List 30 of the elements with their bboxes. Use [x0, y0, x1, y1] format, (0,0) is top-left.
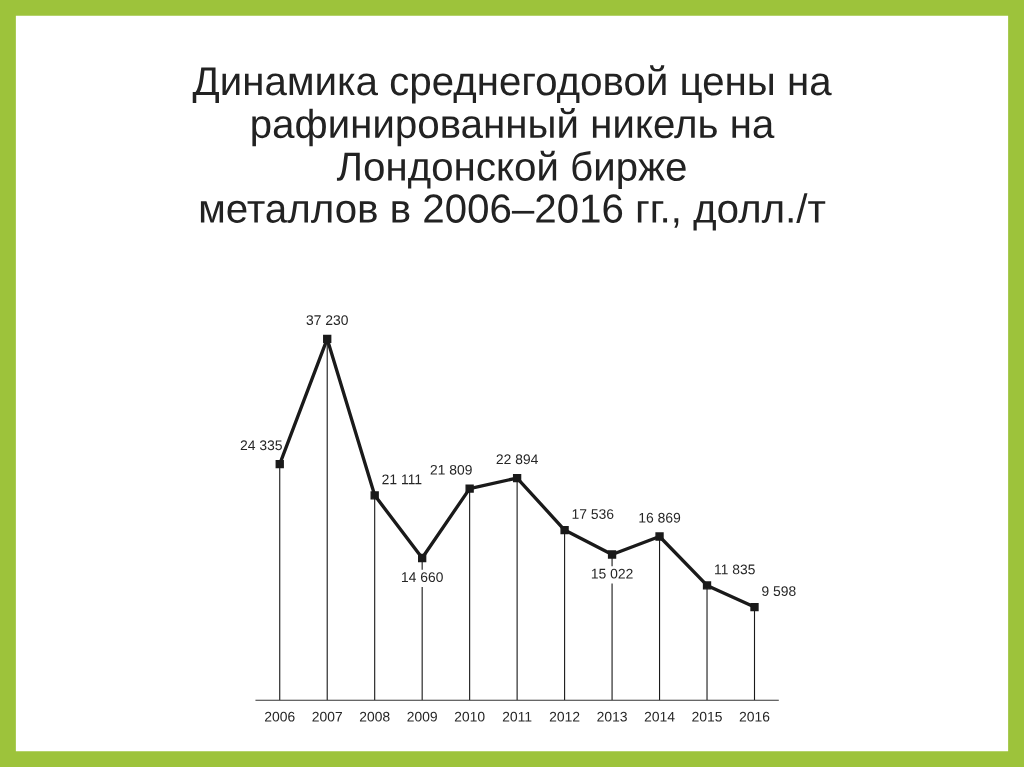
- x-tick-label: 2015: [692, 711, 722, 722]
- data-label: 21 111: [382, 474, 422, 485]
- data-label: 11 835: [715, 564, 755, 575]
- point: [702, 581, 712, 590]
- data-label: 22 894: [496, 454, 538, 465]
- x-tick-label: 2006: [264, 711, 295, 722]
- point: [465, 484, 474, 493]
- point: [607, 550, 617, 559]
- data-label: 17 536: [572, 509, 614, 519]
- chart-title: Динамика среднегодовой цены на рафинированный никель на Лондонской бирже металлов в 2006–2016 гг., долл./т: [192, 65, 832, 231]
- point: [655, 532, 664, 541]
- data-label: 37 230: [306, 315, 348, 326]
- data-label: 14 660: [401, 572, 443, 583]
- x-tick-label: 2011: [502, 711, 532, 722]
- x-tick-label: 2007: [312, 711, 342, 722]
- point: [560, 525, 569, 535]
- point: [750, 602, 759, 612]
- x-tick-label: 2010: [454, 711, 485, 722]
- x-tick-label: 2008: [359, 711, 390, 722]
- x-tick-label: 2012: [549, 711, 580, 722]
- data-label: 9 598: [762, 586, 796, 597]
- x-tick-label: 2016: [739, 711, 770, 722]
- x-tick-label: 2013: [597, 711, 627, 722]
- point: [370, 491, 379, 500]
- data-label: 16 869: [639, 512, 681, 523]
- data-label: 21 809: [430, 464, 472, 475]
- x-tick-label: 2009: [407, 711, 437, 722]
- data-label: 15 022: [591, 568, 633, 579]
- x-tick-label: 2014: [644, 711, 675, 722]
- data-label: 24 335: [240, 440, 282, 451]
